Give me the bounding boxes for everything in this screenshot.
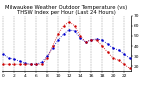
Title: Milwaukee Weather Outdoor Temperature (vs) THSW Index per Hour (Last 24 Hours): Milwaukee Weather Outdoor Temperature (v… — [5, 5, 128, 15]
